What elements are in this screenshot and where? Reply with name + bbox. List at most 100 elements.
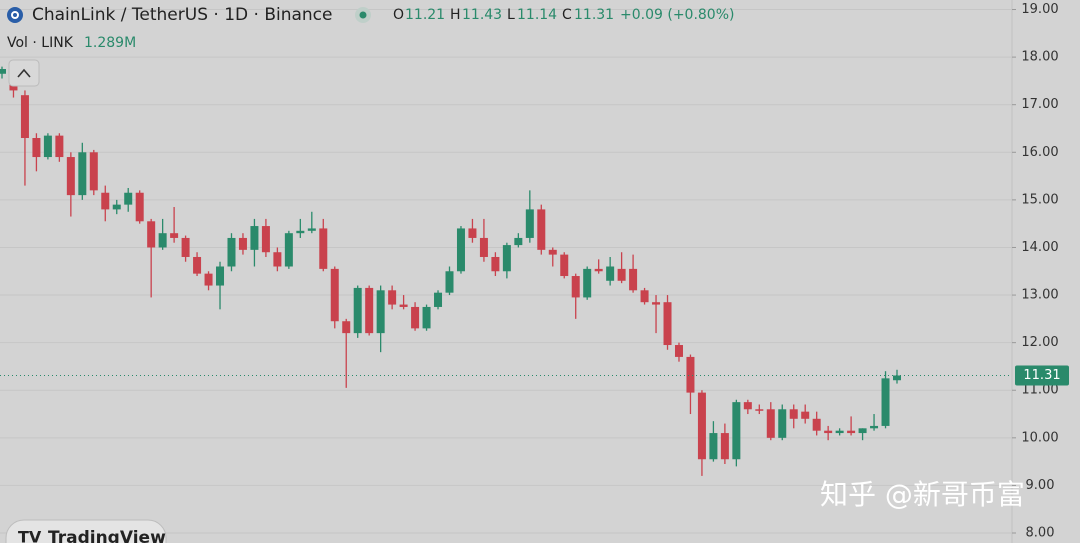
candle-body — [342, 321, 351, 334]
candle-body — [847, 430, 856, 434]
ohlc-value: 11.31 — [574, 7, 614, 23]
candle-body — [319, 228, 328, 269]
candle-body — [170, 233, 179, 238]
candle-body — [732, 402, 741, 460]
eye-icon-dot — [359, 11, 367, 19]
candle-body — [858, 428, 867, 434]
candle-body — [778, 409, 787, 438]
candle-body — [296, 230, 305, 234]
candle-body — [789, 409, 798, 419]
candle-body — [376, 290, 385, 334]
brand-badge — [5, 519, 167, 543]
candle-body — [388, 290, 397, 305]
candle-body — [548, 249, 557, 255]
candle-body — [743, 402, 752, 410]
candle-body — [491, 256, 500, 272]
y-tick-label: 19.00 — [1021, 2, 1058, 17]
candle-body — [193, 256, 202, 274]
y-tick-label: 18.00 — [1021, 50, 1058, 65]
candle-body — [606, 266, 615, 281]
ohlc-value: 11.21 — [405, 7, 445, 23]
candle-body — [273, 252, 282, 267]
symbol-icon — [7, 7, 23, 23]
candle-body — [456, 228, 465, 272]
candle-body — [307, 228, 316, 231]
candle-body — [537, 209, 546, 250]
last-price-tag — [1015, 365, 1069, 386]
candle-body — [112, 204, 121, 210]
candle-body — [629, 268, 638, 291]
candle-body — [422, 306, 431, 329]
brand: TradingView — [48, 528, 166, 543]
candle-body — [101, 192, 110, 210]
candle-body — [32, 138, 41, 158]
y-tick-label: 14.00 — [1021, 240, 1058, 255]
candle-body — [227, 237, 236, 267]
candle-body — [479, 237, 488, 257]
candle-body — [594, 268, 603, 272]
volume-label: Vol · LINK — [7, 35, 74, 51]
candle-body — [755, 409, 764, 411]
y-tick-label: 15.00 — [1021, 192, 1058, 207]
candle-body — [89, 152, 98, 191]
last-price-label: 11.31 — [1023, 368, 1060, 383]
candle-body — [835, 430, 844, 434]
y-tick-label: 11.00 — [1021, 383, 1058, 398]
volume-value: 1.289M — [84, 35, 136, 51]
candle-body — [514, 237, 523, 246]
candle-body — [330, 268, 339, 322]
candle-body — [525, 209, 534, 238]
symbol-icon-ring — [11, 11, 19, 19]
candle-body — [640, 290, 649, 303]
candle-body — [824, 430, 833, 434]
candle-body — [147, 221, 156, 248]
candle-body — [663, 302, 672, 346]
candle-body — [583, 268, 592, 298]
ohlc-label: C — [562, 7, 572, 23]
candle-body — [893, 375, 901, 381]
candle-body — [158, 233, 167, 248]
candle-body — [801, 411, 810, 419]
y-tick-label: 16.00 — [1021, 145, 1058, 160]
candle-body — [686, 356, 695, 393]
candle-body — [720, 433, 729, 460]
candle-body — [399, 304, 408, 307]
collapse-button[interactable] — [8, 59, 40, 87]
candle-body — [365, 287, 374, 334]
candle-body — [870, 425, 879, 429]
candle-body — [709, 433, 718, 460]
candle-body — [502, 245, 511, 272]
candle-body — [55, 135, 64, 158]
candle-body — [652, 302, 661, 305]
candle-body — [124, 192, 133, 205]
ohlc-label: H — [450, 7, 461, 23]
candle-body — [43, 135, 52, 158]
candle-body — [204, 273, 213, 286]
y-tick-label: 10.00 — [1021, 430, 1058, 445]
ohlc-label: L — [507, 7, 515, 23]
change: +0.09 (+0.80%) — [620, 7, 734, 23]
candle-body — [445, 271, 454, 293]
y-tick-label: 8.00 — [1026, 526, 1055, 541]
watermark: 知乎 @新哥币富 — [820, 478, 1025, 511]
candle-body — [353, 287, 362, 334]
candle-body — [434, 292, 443, 307]
candle-body — [135, 192, 144, 222]
ohlc-label: O — [393, 7, 404, 23]
candle-body — [766, 409, 775, 438]
candle-body — [411, 306, 420, 329]
candle-body — [571, 276, 580, 298]
candle-body — [181, 237, 190, 257]
candle-body — [261, 226, 270, 253]
candle-body — [0, 69, 6, 74]
y-tick-label: 13.00 — [1021, 288, 1058, 303]
candle-body — [881, 378, 890, 426]
candle-body — [674, 345, 683, 357]
candle-body — [468, 228, 477, 238]
candle-body — [284, 233, 293, 267]
collapse-icon — [17, 68, 31, 78]
candle-body — [617, 268, 626, 281]
candle-body — [20, 95, 29, 139]
y-tick-label: 12.00 — [1021, 335, 1058, 350]
